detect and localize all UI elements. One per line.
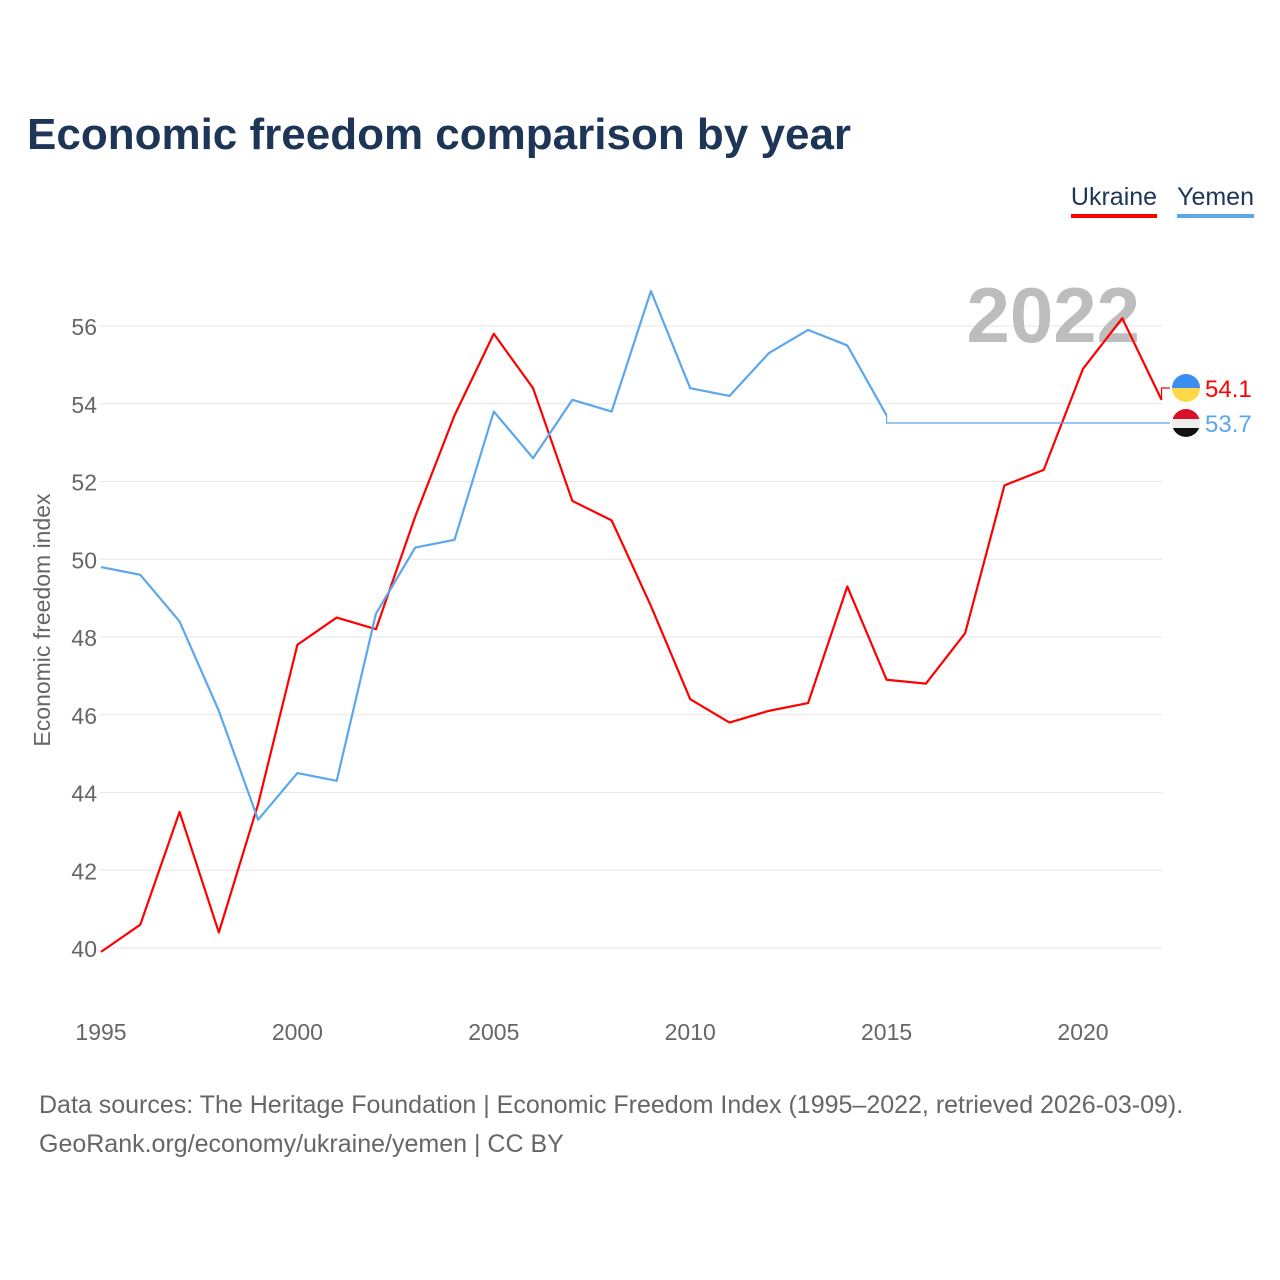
label-connector (885, 415, 1170, 424)
year-label: 2022 (966, 271, 1140, 359)
flag-stripe (1172, 374, 1200, 388)
y-tick-label: 40 (71, 936, 97, 962)
legend-ukraine[interactable]: Ukraine (1070, 183, 1158, 218)
x-tick-label: 2000 (272, 1019, 323, 1045)
x-tick-label: 2010 (665, 1019, 716, 1045)
y-tick-label: 52 (71, 470, 97, 496)
flag-stripe (1172, 419, 1200, 428)
source-link[interactable]: GeoRank.org/economy/ukraine/yemen | CC B… (39, 1130, 564, 1158)
y-tick-label: 50 (71, 547, 97, 573)
flag-stripe (1172, 388, 1200, 402)
x-tick-label: 2015 (861, 1019, 912, 1045)
chart-title: Economic freedom comparison by year (27, 110, 852, 159)
y-axis-label: Economic freedom index (29, 493, 55, 747)
y-tick-label: 46 (71, 703, 97, 729)
data-sources: Data sources: The Heritage Foundation | … (39, 1091, 1184, 1119)
series-line-yemen (100, 289, 888, 821)
y-tick-label: 48 (71, 625, 97, 651)
y-tick-label: 54 (71, 392, 97, 418)
x-tick-label: 2020 (1057, 1019, 1108, 1045)
x-tick-label: 1995 (75, 1019, 126, 1045)
flag-stripe (1172, 409, 1200, 419)
legend: Ukraine Yemen (1070, 183, 1254, 218)
y-tick-label: 42 (71, 858, 97, 884)
y-tick-label: 56 (71, 314, 97, 340)
y-tick-label: 44 (71, 781, 97, 807)
footer: Data sources: The Heritage Foundation | … (39, 1086, 1183, 1164)
end-value-label-yemen: 53.7 (1205, 411, 1252, 438)
label-connector (1160, 387, 1170, 400)
x-tick-label: 2005 (468, 1019, 519, 1045)
flag-stripe (1172, 428, 1200, 437)
legend-yemen[interactable]: Yemen (1177, 183, 1254, 218)
series-line-ukraine (100, 317, 1163, 953)
end-value-label-ukraine: 54.1 (1205, 376, 1252, 403)
